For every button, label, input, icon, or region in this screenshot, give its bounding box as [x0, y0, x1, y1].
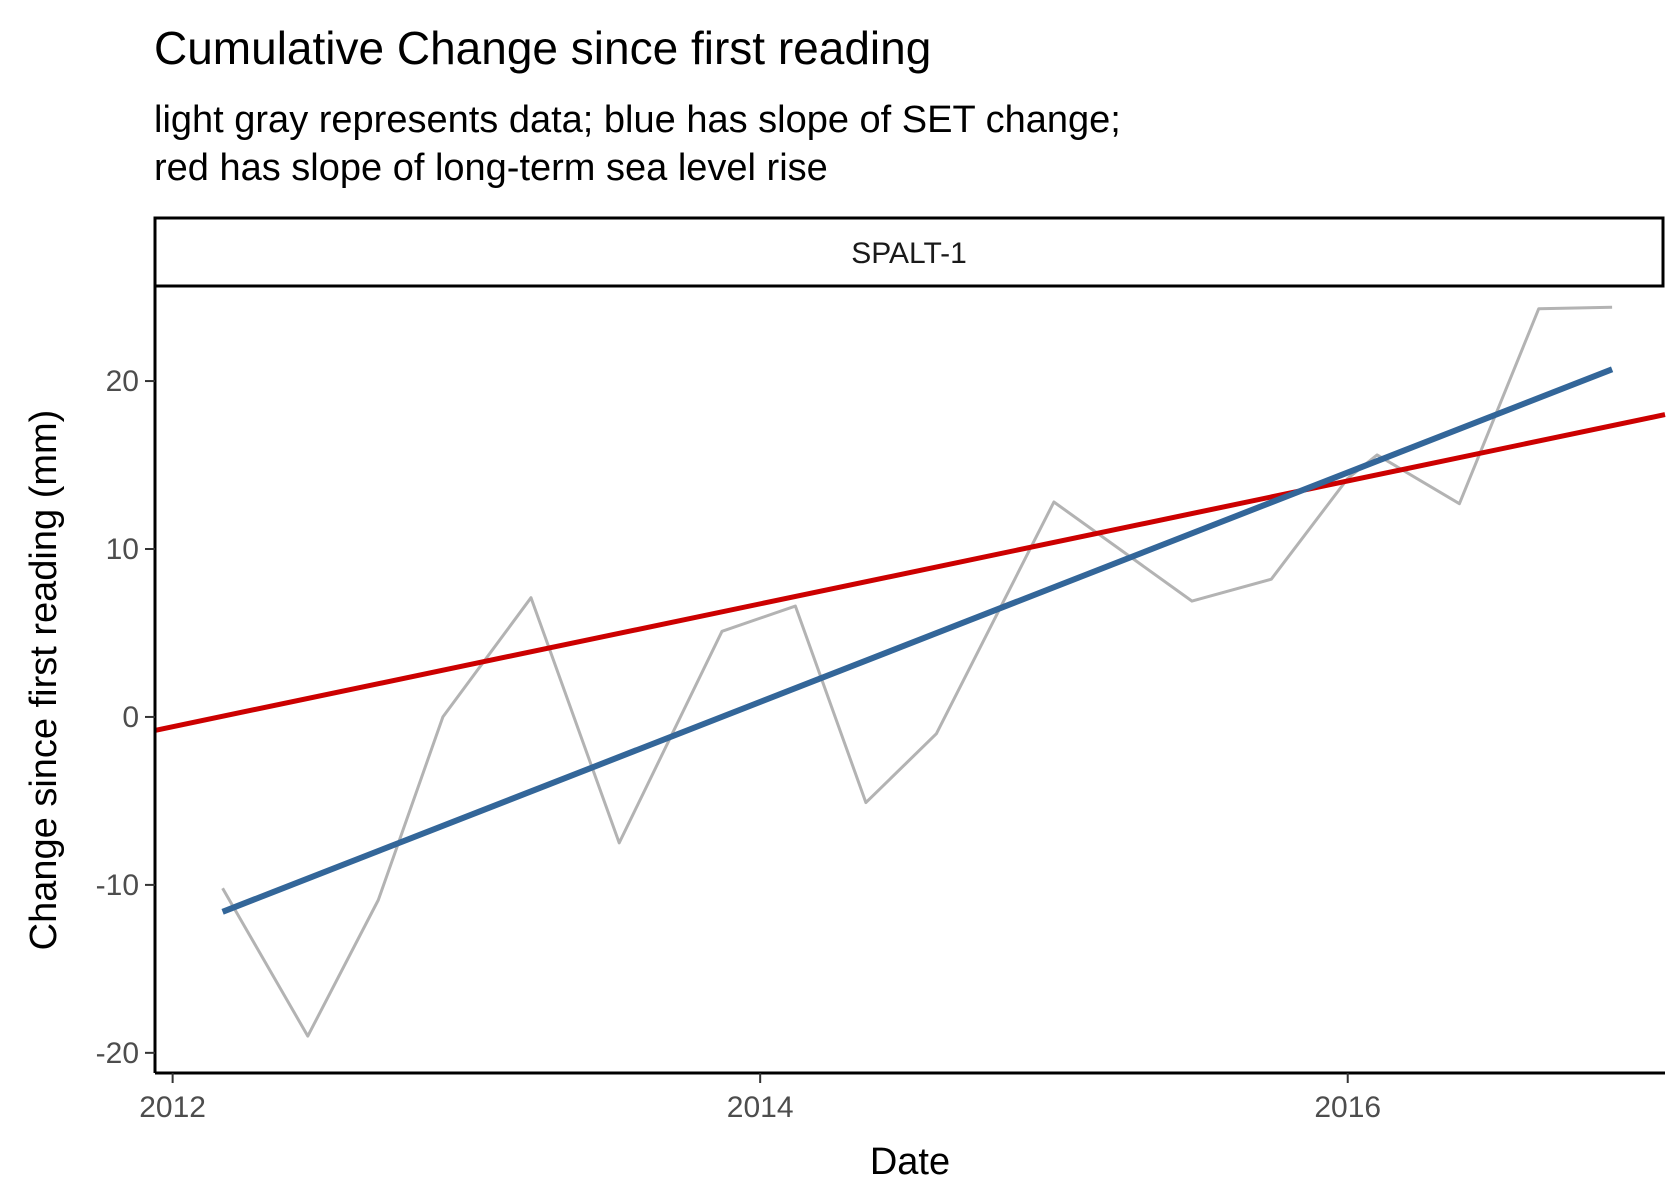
series-line-set-slope	[221, 366, 1614, 915]
y-tick-label: -10	[96, 869, 139, 902]
series-layer	[154, 305, 1666, 1038]
facet-strip	[153, 216, 1665, 288]
y-axis-title: Change since first reading (mm)	[23, 410, 65, 951]
y-tick-label: -20	[96, 1037, 139, 1070]
series-line-data	[221, 305, 1613, 1038]
x-tick-label: 2014	[727, 1091, 794, 1124]
x-tick-label: 2016	[1314, 1091, 1381, 1124]
y-tick-label: 20	[106, 365, 139, 398]
y-tick-label: 0	[122, 701, 139, 734]
x-axis-title: Date	[870, 1141, 950, 1183]
chart-subtitle-line-1: light gray represents data; blue has slo…	[154, 99, 1121, 141]
ticks-layer: -20 -10 0 10 20 2012 2014 2016	[96, 365, 1381, 1124]
series-line-slr-slope	[154, 412, 1666, 733]
facet-strip-label: SPALT-1	[851, 237, 967, 270]
chart-title: Cumulative Change since first reading	[154, 22, 931, 74]
chart-subtitle-line-2: red has slope of long-term sea level ris…	[154, 147, 828, 189]
y-tick-label: 10	[106, 533, 139, 566]
x-tick-label: 2012	[139, 1091, 206, 1124]
